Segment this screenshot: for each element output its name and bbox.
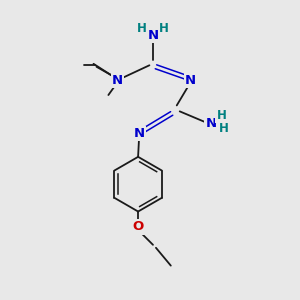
Text: O: O xyxy=(133,220,144,233)
Text: H: H xyxy=(159,22,169,34)
Text: N: N xyxy=(112,74,123,87)
Text: N: N xyxy=(206,117,217,130)
Text: N: N xyxy=(147,29,158,42)
Text: H: H xyxy=(137,22,147,34)
Text: H: H xyxy=(216,109,226,122)
Text: N: N xyxy=(184,74,196,87)
Text: N: N xyxy=(134,127,145,140)
Text: H: H xyxy=(218,122,228,135)
